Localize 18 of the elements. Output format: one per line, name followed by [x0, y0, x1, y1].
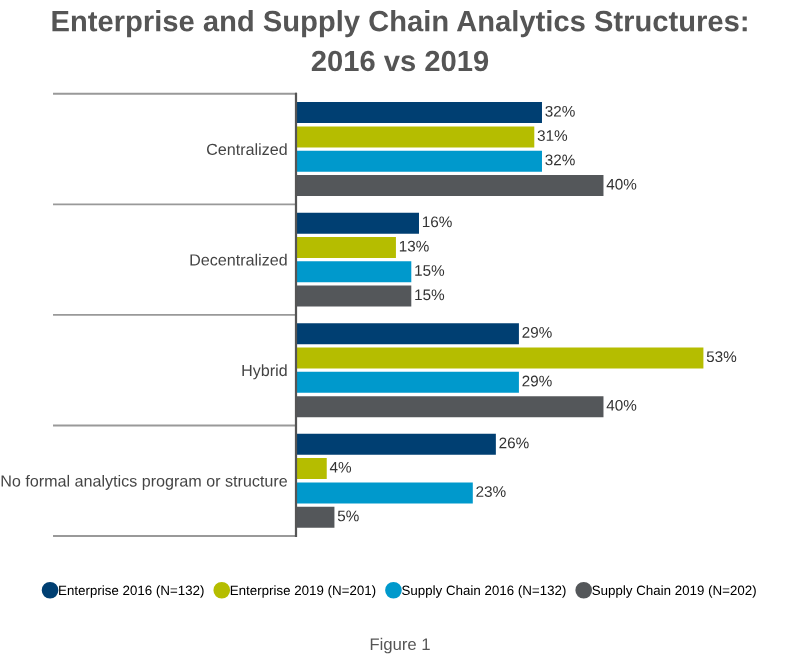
bar	[296, 433, 496, 455]
bar	[296, 150, 542, 172]
y-tick-label: Centralized	[207, 143, 287, 156]
y-tick-label: No formal analytics program or structure	[1, 474, 287, 490]
caption: Figure 1	[370, 637, 430, 654]
bar	[296, 371, 519, 393]
chart-title: Enterprise and Supply Chain Analytics Structures: 2016 vs 2019	[52, 10, 747, 72]
bar	[296, 482, 473, 504]
y-tick-label: Hybrid	[242, 364, 287, 380]
bar	[296, 126, 535, 148]
bar	[296, 212, 419, 234]
bar	[296, 102, 542, 124]
bar	[296, 261, 412, 283]
bar	[296, 347, 704, 369]
bar	[296, 323, 519, 345]
y-tick-label: Decentralized	[190, 253, 287, 266]
bar	[296, 236, 396, 258]
bar	[296, 458, 327, 480]
